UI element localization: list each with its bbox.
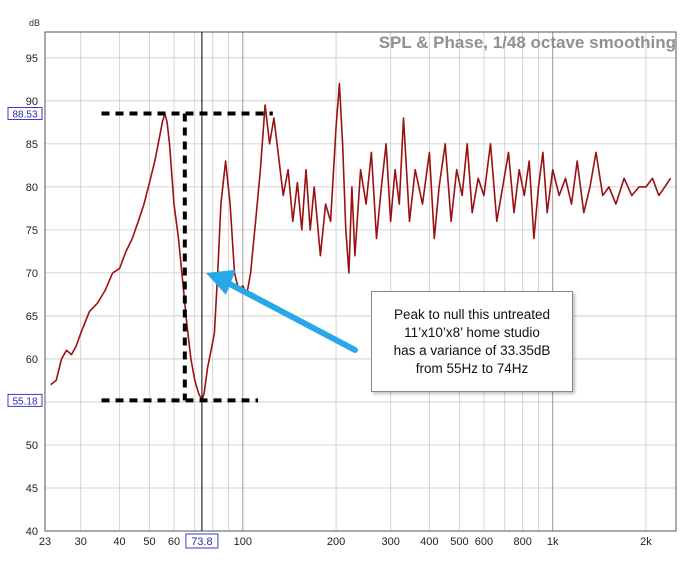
y-tick-label: 75 <box>26 225 38 237</box>
series-layer <box>50 82 672 401</box>
y-tick-label: 60 <box>26 354 38 366</box>
x-tick-label: 100 <box>234 536 252 548</box>
x-tick-label: 60 <box>168 536 180 548</box>
x-tick-label: 23 <box>39 536 51 548</box>
x-tick-label: 50 <box>143 536 155 548</box>
x-tick-label: 40 <box>113 536 125 548</box>
spl-series-line-0 <box>50 82 672 401</box>
marker-layer: 88.53 55.18 <box>7 106 273 407</box>
annotation-arrow-head <box>205 269 236 295</box>
peak-value-marker: 88.53 <box>12 109 37 120</box>
y-tick-label: 85 <box>26 139 38 151</box>
grid <box>44 31 677 532</box>
y-tick-label: 90 <box>26 96 38 108</box>
y-tick-label: 95 <box>26 53 38 65</box>
y-tick-label: 50 <box>26 440 38 452</box>
x-tick-label: 600 <box>475 536 493 548</box>
cursor-x-label: 73.8 <box>191 536 212 548</box>
x-tick-label: 2k <box>640 536 652 548</box>
null-value-marker: 55.18 <box>12 396 37 407</box>
annotation-arrow-shaft <box>220 277 358 353</box>
callout-text: Peak to null this untreated 11’x10’x8’ h… <box>394 306 551 378</box>
x-tick-label: 300 <box>381 536 399 548</box>
annotation-arrow-layer <box>205 269 358 353</box>
chart-title: SPL & Phase, 1/48 octave smoothing <box>379 33 676 52</box>
x-tick-label: 30 <box>75 536 87 548</box>
x-tick-label: 500 <box>450 536 468 548</box>
y-axis-label: dB <box>29 18 40 28</box>
null-value-marker-box <box>7 393 43 407</box>
y-tick-label: 40 <box>26 526 38 538</box>
cursor-layer: 73.8 <box>185 32 219 549</box>
y-tick-label: 80 <box>26 182 38 194</box>
plot-border <box>44 31 677 532</box>
annotation-callout: Peak to null this untreated 11’x10’x8’ h… <box>371 291 573 392</box>
y-tick-label: 70 <box>26 268 38 280</box>
callout-line-4: from 55Hz to 74Hz <box>415 360 529 376</box>
y-tick-label: 65 <box>26 311 38 323</box>
x-tick-label: 400 <box>420 536 438 548</box>
x-tick-label: 200 <box>327 536 345 548</box>
y-tick-label: 45 <box>26 483 38 495</box>
x-tick-label: 1k <box>547 536 559 548</box>
axis-labels: 4045505560657075808590952330405060801002… <box>26 53 653 548</box>
cursor-label-box <box>185 533 219 549</box>
callout-line-2: 11’x10’x8’ home studio <box>404 324 540 340</box>
callout-line-3: has a variance of 33.35dB <box>393 342 551 358</box>
peak-value-marker-box <box>7 106 43 120</box>
x-tick-label: 800 <box>513 536 531 548</box>
callout-line-1: Peak to null this untreated <box>393 306 551 322</box>
